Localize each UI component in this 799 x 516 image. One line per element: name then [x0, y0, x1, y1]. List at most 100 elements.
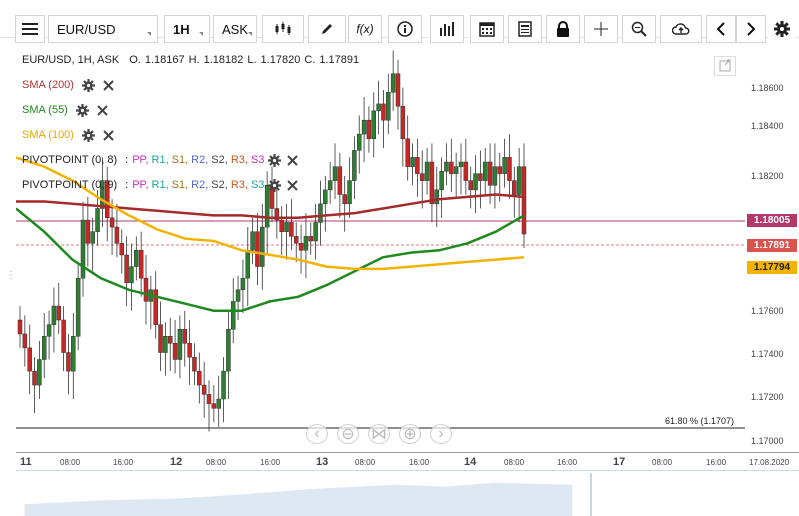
nav-reset-button[interactable]: ⋈	[368, 424, 390, 444]
candle-body	[439, 171, 444, 191]
gear-icon[interactable]	[75, 103, 89, 117]
close-icon[interactable]	[97, 104, 108, 116]
close-icon[interactable]	[287, 154, 299, 166]
time-axis[interactable]: 11 08:00 16:00 12 08:00 16:00 13 08:00 1…	[16, 452, 799, 470]
price-type-selector[interactable]: ASK	[213, 15, 257, 43]
candle-body	[303, 236, 309, 251]
candle-body	[400, 105, 406, 140]
zoom-button[interactable]	[622, 15, 656, 43]
caret-icon	[147, 32, 151, 36]
sma55-line	[16, 207, 525, 312]
timeframe-selector[interactable]: 1H	[164, 15, 210, 43]
info-button[interactable]	[388, 15, 422, 43]
nav-back-button[interactable]: ‹	[306, 424, 328, 444]
candle-body	[332, 166, 338, 181]
calendar-button[interactable]	[470, 15, 504, 43]
candle-body	[51, 305, 57, 325]
candle-body	[298, 243, 304, 251]
candle-body	[289, 222, 294, 237]
candle-body	[342, 194, 347, 205]
candle-body	[206, 394, 212, 404]
candle-body	[221, 370, 226, 400]
candle-body	[109, 217, 115, 228]
candle-body	[516, 166, 522, 195]
gear-icon[interactable]	[268, 153, 282, 167]
candle-body	[90, 231, 95, 244]
scroll-left-button[interactable]	[706, 15, 736, 43]
candle-body	[75, 277, 81, 337]
candle-body	[197, 370, 202, 386]
candle-body	[381, 103, 386, 121]
pivot-level-r3: R3,	[230, 154, 248, 166]
candle-body	[235, 289, 241, 302]
time-tick: 08:00	[355, 458, 376, 467]
expand-button[interactable]	[714, 56, 736, 76]
gear-icon[interactable]	[81, 128, 95, 142]
gear-icon[interactable]	[268, 178, 282, 192]
expand-icon	[719, 59, 731, 72]
candle-body	[134, 250, 139, 267]
price-chart[interactable]	[16, 50, 745, 452]
candle-body	[240, 277, 246, 291]
hamburger-icon	[22, 23, 38, 35]
indicator-label-sma100: SMA (100)	[22, 129, 74, 141]
indicators-button[interactable]: f(x)	[348, 15, 382, 43]
candle-body	[352, 150, 357, 181]
bars-button[interactable]	[430, 15, 464, 43]
gear-icon[interactable]	[81, 78, 95, 92]
price-tick: 1.17400	[751, 349, 784, 359]
candle-body	[376, 103, 381, 112]
candle-body	[100, 180, 105, 209]
lock-button[interactable]	[546, 15, 580, 43]
candle-body	[177, 329, 183, 360]
candle-body	[158, 324, 163, 353]
low-value: 1.17820	[260, 54, 301, 66]
menu-button[interactable]	[15, 15, 45, 43]
indicator-row-sma100: SMA (100)	[22, 127, 114, 143]
price-tick: 1.18200	[751, 171, 784, 181]
lock-icon	[557, 21, 569, 37]
chart-type-button[interactable]	[262, 15, 304, 43]
pivot-row-2: PIVOTPOINT (0, 9) : PP, R1, S1, R2, S2, …	[22, 177, 299, 193]
price-tick: 1.18400	[751, 121, 784, 131]
pivot-label-1: PIVOTPOINT (0, 8)	[22, 154, 118, 166]
candle-body	[245, 250, 251, 279]
time-tick: 08:00	[652, 458, 673, 467]
candle-body	[487, 161, 493, 186]
pivot-level-r1: R1,	[151, 179, 169, 191]
candle-body	[323, 189, 328, 205]
candle-body	[138, 250, 144, 279]
nav-forward-button[interactable]: ›	[430, 424, 452, 444]
news-button[interactable]	[508, 15, 542, 43]
high-value: 1.18182	[203, 54, 244, 66]
indicator-row-sma55: SMA (55)	[22, 102, 108, 118]
navigator-handle[interactable]	[589, 472, 592, 516]
crosshair-button[interactable]	[584, 15, 618, 43]
candle-body	[66, 352, 71, 372]
candle-body	[17, 319, 23, 335]
candle-body	[444, 161, 449, 172]
symbol-selector[interactable]: EUR/USD	[48, 15, 158, 43]
candles-icon	[275, 22, 291, 35]
draw-button[interactable]	[308, 15, 346, 43]
candle-body	[114, 226, 120, 244]
candle-body	[356, 133, 362, 151]
candle-body	[410, 157, 415, 167]
panel-resize-handle[interactable]: ⋮	[6, 270, 16, 281]
navigator-panel[interactable]	[16, 470, 799, 516]
close-icon[interactable]	[103, 79, 114, 91]
candle-body	[264, 184, 270, 228]
close-icon[interactable]	[103, 129, 114, 141]
nav-zoom-out-button[interactable]: ⊖	[337, 424, 359, 444]
nav-zoom-in-button[interactable]: ⊕	[399, 424, 421, 444]
price-tick: 1.17600	[751, 306, 784, 316]
close-icon[interactable]	[287, 179, 299, 191]
share-button[interactable]	[660, 15, 702, 43]
candle-body	[395, 73, 401, 107]
pivot-level-r1: R1,	[151, 154, 169, 166]
scroll-right-button[interactable]	[736, 15, 766, 43]
settings-button[interactable]	[768, 15, 796, 43]
price-tick: 1.18600	[751, 83, 784, 93]
pen-icon	[322, 24, 332, 34]
price-axis[interactable]: 1.18600 1.18400 1.18200 1.17600 1.17400 …	[745, 50, 799, 452]
